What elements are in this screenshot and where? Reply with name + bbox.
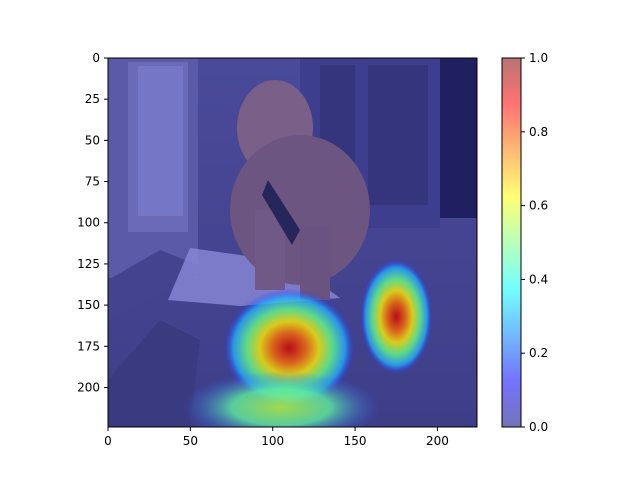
y-tick-label: 25 [85, 92, 100, 106]
colorbar-tick-label: 1.0 [529, 51, 548, 65]
x-axis: 0 50 100 150 200 [104, 427, 449, 448]
heatmap-image [108, 58, 477, 427]
colorbar-tick-label: 0.4 [529, 272, 548, 286]
colorbar-ticks: 0.0 0.2 0.4 0.6 0.8 1.0 [521, 51, 548, 434]
y-axis: 0 25 50 75 100 125 150 175 200 [77, 51, 108, 394]
y-tick-label: 125 [77, 257, 100, 271]
x-tick-label: 100 [261, 434, 284, 448]
attention-hotspots [182, 258, 433, 427]
colorbar-tick-label: 0.6 [529, 199, 548, 213]
hotspot-cat-head [360, 258, 433, 375]
y-tick-label: 150 [77, 298, 100, 312]
x-tick-label: 50 [183, 434, 198, 448]
plot-frame [107, 57, 478, 428]
colorbar: 0.0 0.2 0.4 0.6 0.8 1.0 [501, 51, 548, 434]
colorbar-tick-label: 0.8 [529, 125, 548, 139]
y-tick-label: 50 [85, 133, 100, 147]
y-tick-label: 175 [77, 339, 100, 353]
dog-silhouette [230, 80, 370, 300]
x-tick-label: 200 [426, 434, 449, 448]
x-tick-label: 150 [344, 434, 367, 448]
colorbar-tick-label: 0.2 [529, 346, 548, 360]
y-tick-label: 100 [77, 216, 100, 230]
hotspot-cat-lower [182, 371, 380, 427]
colorbar-tick-label: 0.0 [529, 420, 548, 434]
colorbar-gradient [502, 58, 521, 427]
y-tick-label: 0 [92, 51, 100, 65]
y-tick-label: 200 [77, 380, 100, 394]
x-tick-label: 0 [104, 434, 112, 448]
y-tick-label: 75 [85, 175, 100, 189]
